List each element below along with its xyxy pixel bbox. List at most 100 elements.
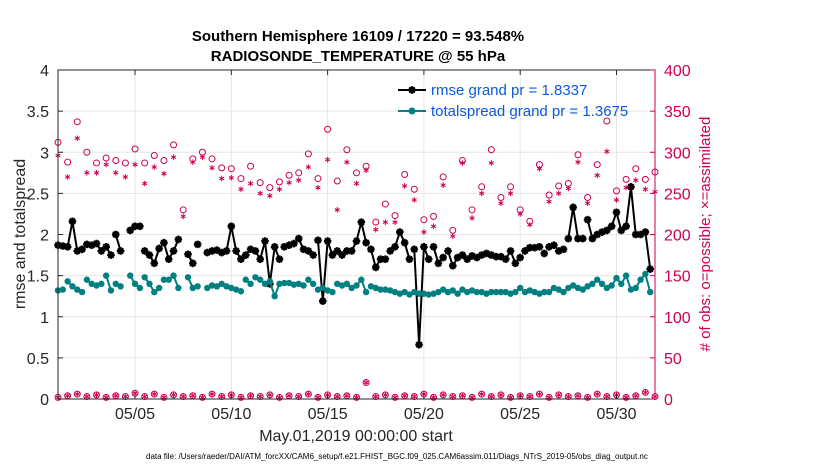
obs-assimilated-point xyxy=(113,170,119,176)
rmse-point xyxy=(550,241,558,249)
spread-point xyxy=(603,284,611,292)
obs-assimilated-point xyxy=(498,200,504,207)
obs-assimilated-point xyxy=(84,170,90,176)
rmse-point xyxy=(646,265,654,273)
spread-point xyxy=(223,283,230,290)
rmse-point xyxy=(323,237,332,245)
spread-point xyxy=(324,287,331,294)
rmse-point xyxy=(424,255,433,263)
x-tick-label: 05/05 xyxy=(115,406,155,423)
obs-possible-point xyxy=(256,179,264,187)
spread-point xyxy=(377,286,384,293)
obs-bottom-point xyxy=(555,391,563,399)
spread-point xyxy=(565,284,572,292)
y-axis-label: rmse and totalspread xyxy=(12,159,29,309)
rmse-point xyxy=(376,255,385,263)
spread-point xyxy=(314,286,322,293)
spread-point xyxy=(242,276,249,283)
obs-possible-point xyxy=(64,158,72,166)
y-tick-label: 4 xyxy=(40,63,49,80)
obs-bottom-point xyxy=(410,393,418,401)
spread-point xyxy=(598,280,606,288)
rmse-point xyxy=(434,259,443,268)
rmse-point xyxy=(357,218,366,226)
y-tick-label: 0 xyxy=(40,392,49,409)
y2-tick-label: 400 xyxy=(664,63,691,80)
rmse-point xyxy=(367,245,375,254)
spread-point xyxy=(59,286,67,293)
rmse-point xyxy=(386,247,394,255)
y-tick-label: 3 xyxy=(40,145,49,162)
obs-bottom-asterisk xyxy=(74,391,80,397)
spread-point xyxy=(69,283,76,290)
obs-bottom-point xyxy=(170,391,178,399)
rmse-point xyxy=(391,243,399,251)
obs-possible-point xyxy=(410,185,418,193)
rmse-point xyxy=(97,247,106,255)
spread-point xyxy=(348,284,355,292)
obs-bottom-point xyxy=(141,393,149,401)
spread-point xyxy=(473,288,481,296)
spread-point xyxy=(449,287,456,294)
rmse-point xyxy=(251,247,260,255)
rmse-point xyxy=(116,247,125,255)
obs-possible-point xyxy=(555,182,563,190)
x-tick-label: 05/10 xyxy=(211,406,251,423)
obs-bottom-asterisk xyxy=(190,392,196,399)
obs-assimilated-point xyxy=(373,226,379,233)
rmse-point xyxy=(140,247,149,255)
rmse-point xyxy=(136,222,144,231)
rmse-point xyxy=(448,261,457,270)
obs-bottom-asterisk xyxy=(594,391,600,397)
obs-possible-point xyxy=(285,171,293,179)
legend-label-spread: totalspread grand pr = 1.3675 xyxy=(431,103,628,120)
rmse-point xyxy=(328,251,337,259)
rmse-point xyxy=(545,243,553,251)
obs-assimilated-point xyxy=(450,233,456,239)
rmse-point xyxy=(535,243,544,251)
obs-bottom-asterisk xyxy=(527,393,533,400)
footer-data-file: data file: /Users/raeder/DAI/ATM_forcXX/… xyxy=(146,452,648,461)
obs-bottom-asterisk xyxy=(305,391,312,397)
spread-point xyxy=(521,288,529,296)
chart-subtitle: RADIOSONDE_TEMPERATURE @ 55 hPa xyxy=(211,48,506,65)
rmse-point xyxy=(290,239,298,248)
spread-point xyxy=(131,280,139,288)
obs-bottom-asterisk xyxy=(296,393,302,400)
rmse-point xyxy=(256,255,265,263)
obs-bottom-point xyxy=(372,393,380,401)
obs-assimilated-point xyxy=(122,174,129,180)
rmse-point xyxy=(314,236,322,245)
obs-possible-point xyxy=(401,170,409,178)
obs-bottom-asterisk xyxy=(401,392,408,399)
spread-line-segment xyxy=(606,271,652,293)
rmse-point xyxy=(439,253,447,262)
spread-point xyxy=(372,284,379,292)
spread-point xyxy=(526,287,534,294)
spread-point xyxy=(343,280,351,288)
obs-possible-point xyxy=(208,155,216,163)
obs-assimilated-point xyxy=(190,159,196,165)
obs-possible-point xyxy=(439,173,447,181)
spread-point xyxy=(574,284,582,292)
obs-possible-point xyxy=(237,175,245,183)
rmse-point xyxy=(222,247,231,255)
rmse-point xyxy=(246,245,255,254)
spread-point xyxy=(334,280,341,288)
obs-bottom-asterisk xyxy=(113,392,119,399)
rmse-point xyxy=(232,247,240,255)
spread-point xyxy=(584,283,591,290)
obs-bottom-point xyxy=(304,390,312,398)
obs-assimilated-point xyxy=(344,159,350,165)
obs-assimilated-point xyxy=(469,215,475,221)
rmse-point xyxy=(169,247,178,255)
obs-bottom-asterisk xyxy=(93,392,100,398)
rmse-point xyxy=(396,228,404,236)
obs-assimilated-point xyxy=(642,186,649,193)
obs-bottom-asterisk xyxy=(633,392,639,399)
obs-bottom-point xyxy=(314,393,322,401)
obs-assimilated-point xyxy=(161,170,167,177)
obs-bottom-point xyxy=(439,391,447,399)
rmse-point xyxy=(338,251,346,259)
obs-bottom-point xyxy=(93,391,101,399)
